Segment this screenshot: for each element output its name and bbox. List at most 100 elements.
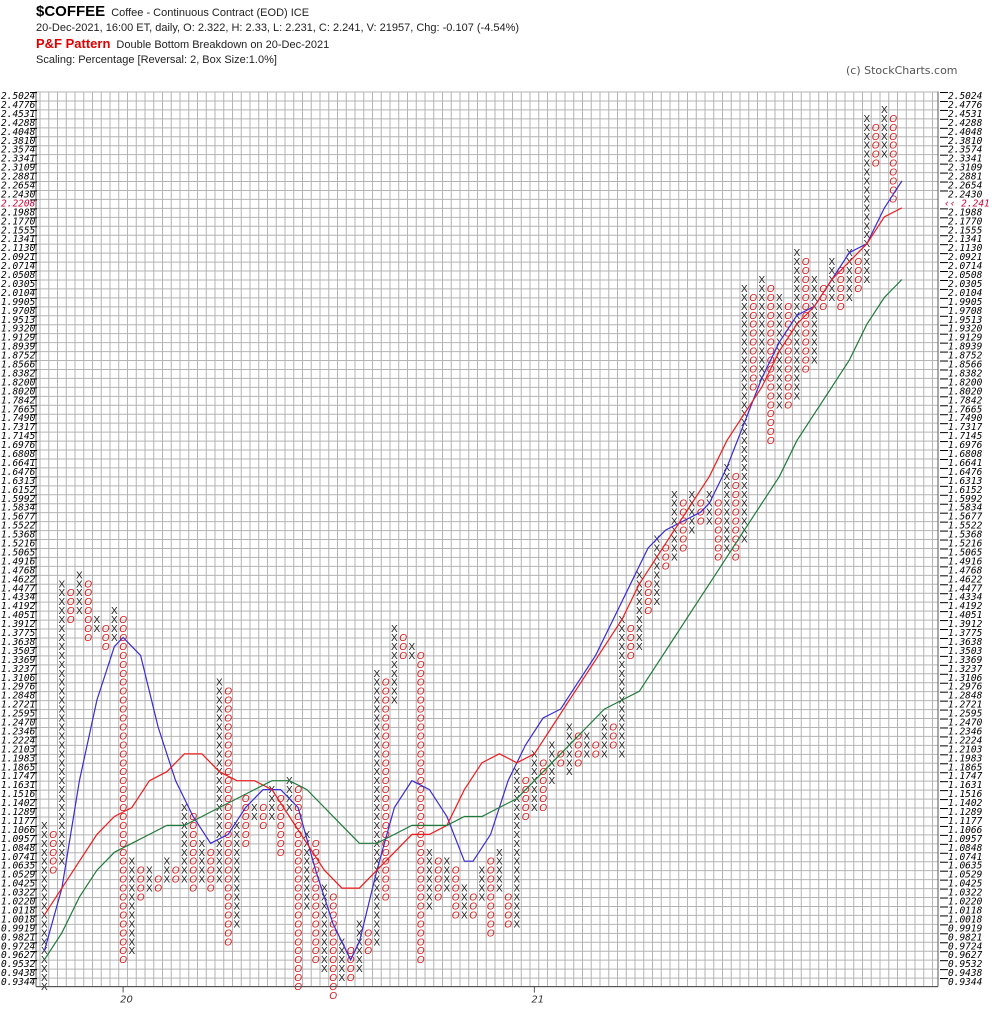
right-axis-tick: 1.1289 [948,807,983,818]
svg-text:X: X [129,919,136,930]
svg-text:X: X [111,624,118,635]
left-axis-tick: 1.5677 [1,512,36,523]
right-axis-tick: 1.0220 [948,897,983,908]
svg-text:X: X [374,705,381,716]
svg-text:X: X [59,740,66,751]
svg-text:X: X [724,526,731,537]
svg-text:O: O [294,910,302,921]
left-axis-tick: 1.6313 [1,476,36,487]
svg-text:O: O [119,758,127,769]
svg-text:X: X [724,508,731,519]
svg-text:X: X [671,552,678,563]
right-axis-tick: 2.1988 [948,207,983,218]
svg-text:X: X [759,356,766,367]
svg-text:X: X [776,293,783,304]
svg-text:X: X [531,803,538,814]
o-column: OO [154,875,162,895]
svg-text:X: X [94,624,101,635]
svg-text:X: X [374,767,381,778]
svg-text:X: X [636,606,643,617]
svg-text:X: X [59,812,66,823]
svg-text:X: X [706,517,713,528]
svg-text:O: O [802,329,810,340]
o-column: OOO [697,499,705,528]
svg-text:O: O [382,794,390,805]
o-column: OOO [364,928,372,957]
svg-text:X: X [129,866,136,877]
svg-text:O: O [67,606,75,617]
svg-text:O: O [312,955,320,966]
svg-text:X: X [321,955,328,966]
svg-text:X: X [864,194,871,205]
svg-text:O: O [119,678,127,689]
left-axis-tick: 0.9438 [1,968,36,979]
right-axis-tick: 1.6476 [948,467,983,478]
svg-text:X: X [654,597,661,608]
svg-text:X: X [111,606,118,617]
svg-text:O: O [382,830,390,841]
svg-text:O: O [417,785,425,796]
svg-text:O: O [539,758,547,769]
svg-text:X: X [234,901,241,912]
svg-text:O: O [382,696,390,707]
svg-text:O: O [714,543,722,554]
svg-text:X: X [461,910,468,921]
svg-text:X: X [59,579,66,590]
svg-text:O: O [119,839,127,850]
svg-text:X: X [671,508,678,519]
svg-text:X: X [619,633,626,644]
svg-text:O: O [382,821,390,832]
svg-text:O: O [434,866,442,877]
svg-text:O: O [224,785,232,796]
svg-text:X: X [339,973,346,984]
svg-text:O: O [49,830,57,841]
svg-text:O: O [119,705,127,716]
svg-text:O: O [224,758,232,769]
svg-text:X: X [706,490,713,501]
svg-text:O: O [837,266,845,277]
svg-text:X: X [41,866,48,877]
svg-text:O: O [224,749,232,760]
svg-text:X: X [234,857,241,868]
right-axis-tick: 1.6976 [948,440,983,451]
svg-text:X: X [706,499,713,510]
svg-text:X: X [619,642,626,653]
svg-text:O: O [119,901,127,912]
svg-text:O: O [417,910,425,921]
svg-text:X: X [129,937,136,948]
svg-text:O: O [872,141,880,152]
svg-text:O: O [452,910,460,921]
svg-text:X: X [776,373,783,384]
svg-text:X: X [391,660,398,671]
right-axis-tick: 1.9320 [948,324,983,335]
svg-text:X: X [41,821,48,832]
svg-text:O: O [347,973,355,984]
svg-text:X: X [601,722,608,733]
right-axis-tick: 1.4768 [948,565,983,576]
svg-text:O: O [854,266,862,277]
svg-text:O: O [294,919,302,930]
svg-text:X: X [706,508,713,519]
svg-text:O: O [522,776,530,787]
svg-text:O: O [312,875,320,886]
svg-text:X: X [146,884,153,895]
svg-text:O: O [382,687,390,698]
svg-text:O: O [294,982,302,993]
svg-text:O: O [522,785,530,796]
svg-text:X: X [59,660,66,671]
svg-text:X: X [461,884,468,895]
left-price-axis: 2.50242.47762.45312.42882.40482.38102.35… [1,91,37,988]
right-axis-tick: 1.7317 [948,422,983,433]
svg-text:X: X [619,624,626,635]
svg-text:O: O [312,928,320,939]
svg-text:X: X [496,875,503,886]
left-axis-tick: 2.2881 [1,172,35,183]
svg-text:O: O [469,901,477,912]
